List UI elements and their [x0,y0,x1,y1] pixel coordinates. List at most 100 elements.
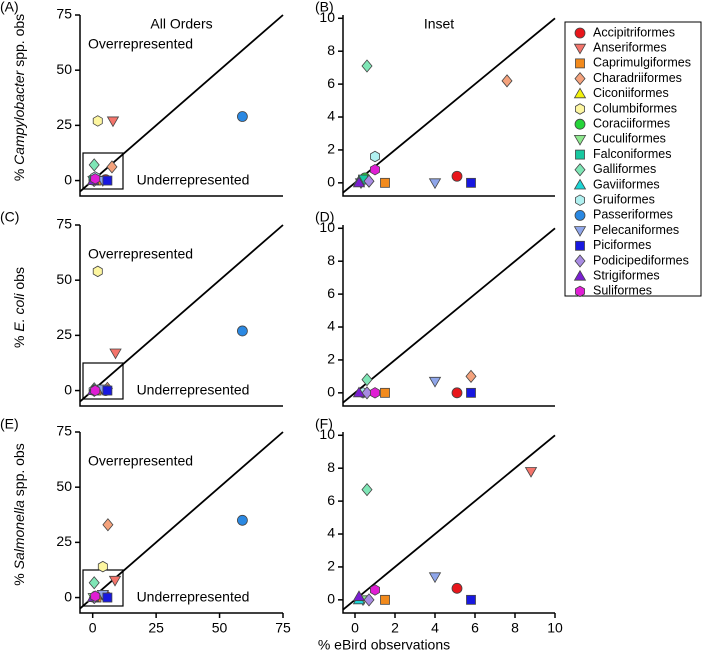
x-tick-label: 2 [391,620,399,636]
y-tick-label: 75 [56,216,72,232]
parity-line [342,227,556,404]
y-axis-label-part: Salmonella [11,500,27,569]
legend-marker [573,178,587,190]
point [90,590,101,602]
point [109,348,122,360]
axis-line [79,15,283,197]
legend-label: Strigiformes [593,268,660,282]
y-tick-label: 0 [327,384,335,400]
y-tick-label: 0 [327,591,335,607]
y-axis-label: % E. coli obs [11,267,27,348]
legend-marker [574,254,586,268]
point [236,325,248,337]
point [108,575,122,587]
y-axis-label-part: spp. obs [11,443,27,500]
legend-marker [574,27,586,39]
point [97,560,108,573]
legend-marker [575,149,585,160]
panel-label: (C) [0,209,19,225]
x-tick-label: 10 [547,620,563,636]
point [102,518,114,532]
point [466,177,476,188]
x-axis-label: % eBird observations [318,637,450,653]
point [363,593,375,607]
y-tick-label: 0 [64,588,72,604]
legend-label: Cuculiformes [593,132,666,146]
legend-marker [573,134,587,146]
point [380,387,390,398]
legend-label: Falconiformes [593,147,672,161]
annotation: Overrepresented [88,246,193,262]
axis-line [79,225,283,407]
point [236,514,248,526]
y-axis-label-part: % [11,165,27,181]
legend-box [564,21,702,297]
point [90,173,101,185]
point [370,163,380,176]
legend-label: Anseriformes [593,40,667,54]
x-tick-label: 25 [148,620,164,636]
point [451,387,463,399]
point [361,59,373,73]
annotation: Overrepresented [88,453,193,469]
legend-label: Charadriiformes [593,71,682,85]
legend-label: Caprimulgiformes [593,56,691,70]
y-tick-label: 25 [56,533,72,549]
point [106,116,120,128]
legend-marker [573,43,587,55]
y-tick-label: 8 [327,252,335,268]
axis-line [342,225,555,407]
axis-line [79,432,283,614]
panel-label: (E) [0,416,19,432]
point [466,387,476,398]
point [236,111,248,122]
point [370,387,380,399]
y-axis-label-part: % [11,569,27,585]
y-tick-label: 75 [56,6,72,22]
y-tick-label: 25 [56,116,72,132]
point [102,592,113,603]
legend-marker [575,58,585,69]
point [451,582,463,594]
panel: (C) 0 25 50 75 Overrepresented Underrepresente… [0,209,284,407]
y-tick-label: 50 [56,61,72,77]
legend-marker [575,103,585,115]
legend-marker [573,87,587,99]
point [102,175,113,186]
y-tick-label: 10 [319,9,335,25]
x-tick-label: 0 [89,620,97,636]
point [465,369,477,384]
annotation: Underrepresented [137,382,250,398]
legend-label: Ciconiiformes [593,86,669,100]
annotation: Overrepresented [88,36,193,52]
point [352,386,366,398]
point [361,482,373,497]
legend-label: Galliformes [593,162,656,176]
x-tick-label: 50 [212,620,228,636]
x-tick-label: 6 [471,620,479,636]
y-tick-label: 2 [327,351,335,367]
point [380,594,390,605]
y-axis-label: % Salmonella spp. obs [11,443,27,585]
point [106,160,118,174]
legend-label: Gruiformes [593,192,655,206]
point [370,584,380,596]
inset-box [82,152,124,190]
legend-label: Coraciiformes [593,116,670,130]
point [88,576,100,590]
point [428,572,442,584]
y-tick-label: 8 [327,42,335,58]
legend-label: Passeriformes [593,208,673,222]
point [370,150,380,163]
y-tick-label: 75 [56,423,72,439]
legend-marker [574,163,586,177]
legend-marker [573,269,587,281]
point [501,74,513,88]
y-tick-label: 50 [56,478,72,494]
y-tick-label: 50 [56,271,72,287]
y-tick-label: 6 [327,75,335,91]
y-tick-label: 4 [327,318,335,334]
legend-marker [574,209,586,221]
y-tick-label: 2 [327,558,335,574]
